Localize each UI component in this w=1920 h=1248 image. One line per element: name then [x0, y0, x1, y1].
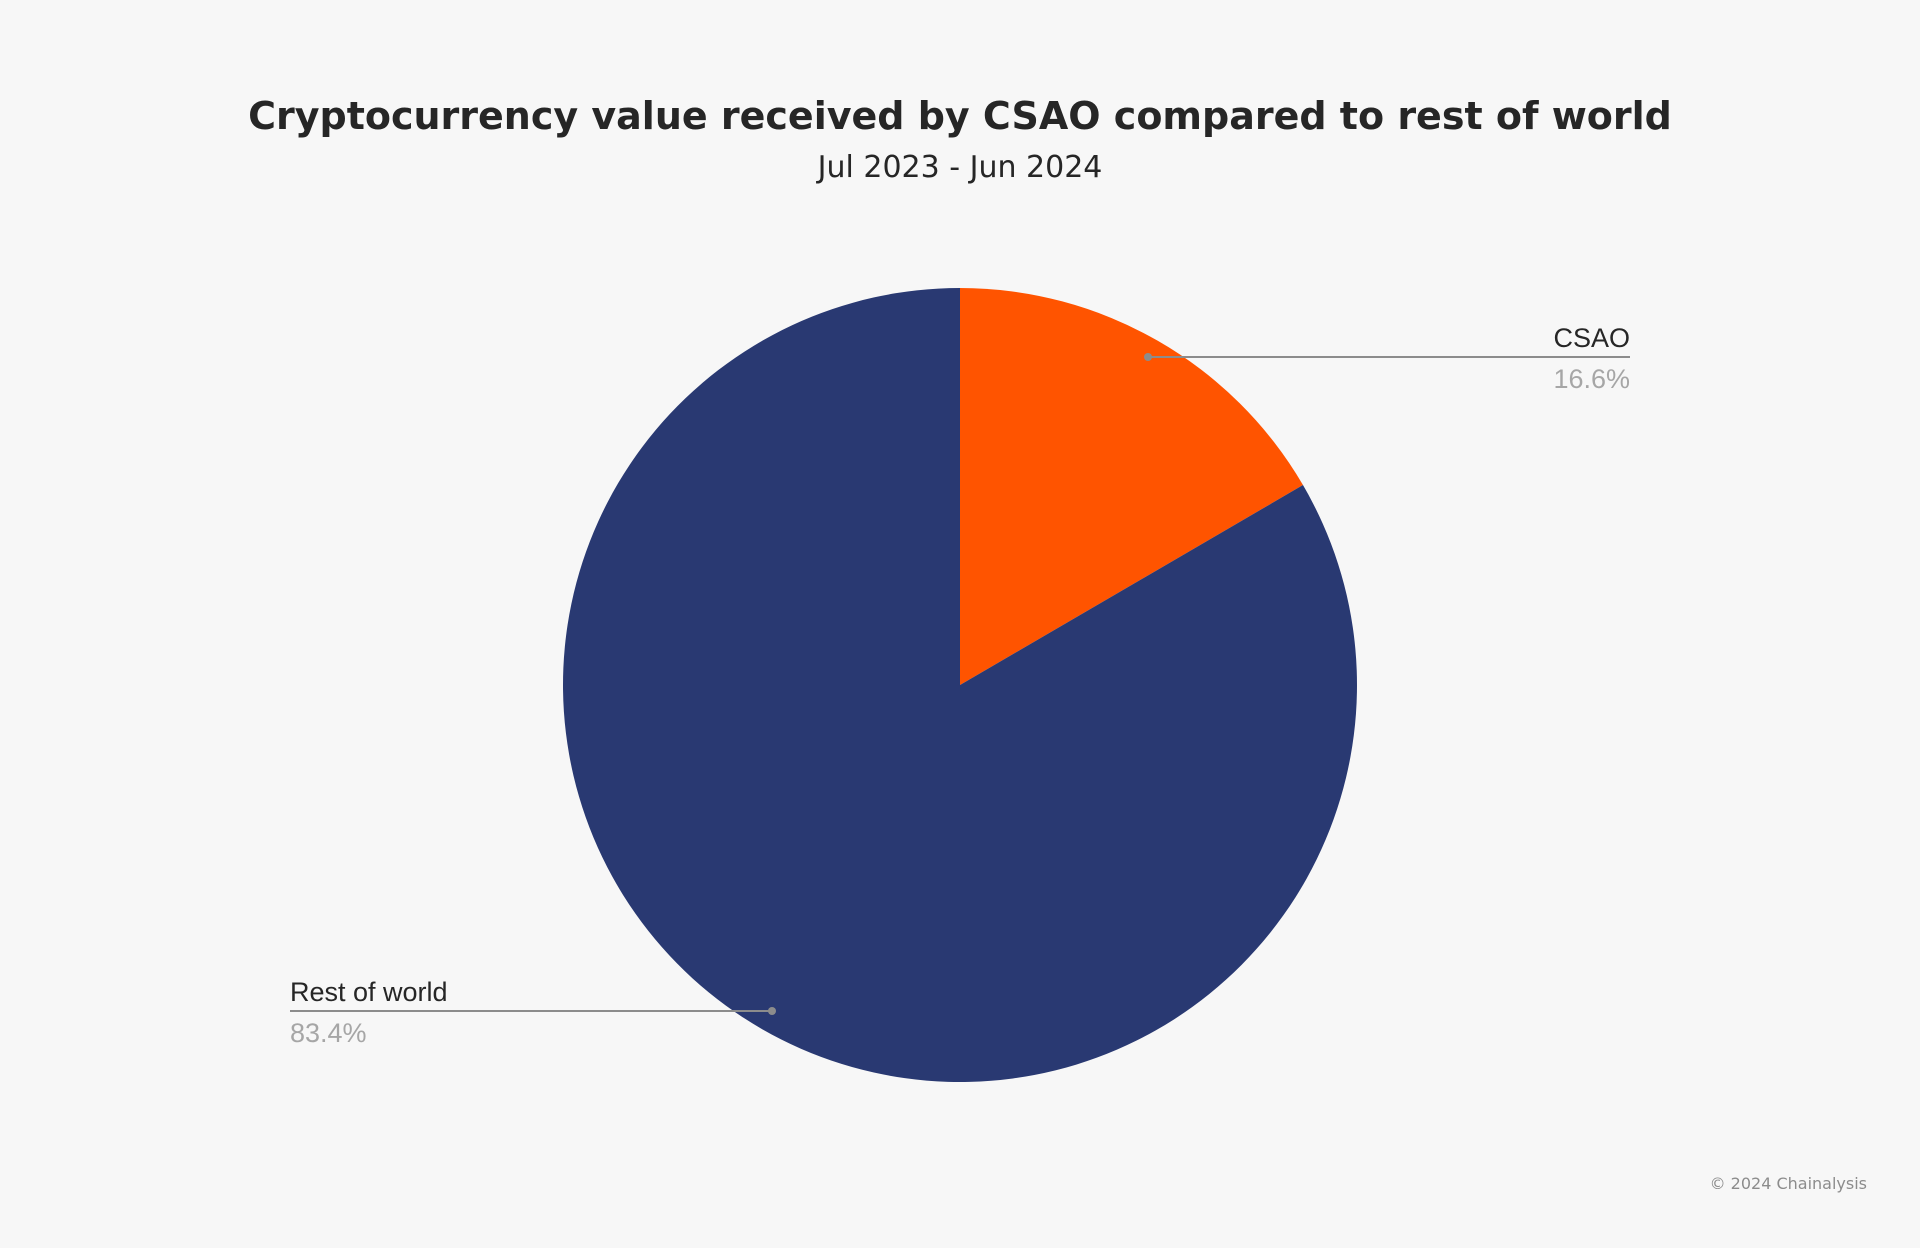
slice-value-csao: 16.6%	[1553, 364, 1630, 394]
callout-rest-of-world: Rest of world 83.4%	[290, 977, 776, 1048]
callout-csao: CSAO 16.6%	[1144, 323, 1630, 394]
slice-label-rest-of-world: Rest of world	[290, 977, 448, 1007]
leader-dot-csao	[1144, 353, 1152, 361]
copyright-credit: © 2024 Chainalysis	[1709, 1174, 1867, 1193]
chart-subtitle: Jul 2023 - Jun 2024	[817, 150, 1103, 185]
slice-value-rest-of-world: 83.4%	[290, 1018, 367, 1048]
leader-dot-rest-of-world	[768, 1007, 776, 1015]
pie-slice-rest-of-world	[563, 288, 1357, 1082]
chart-title: Cryptocurrency value received by CSAO co…	[248, 94, 1672, 138]
slice-label-csao: CSAO	[1553, 323, 1630, 353]
pie-slice-csao	[960, 288, 1303, 685]
